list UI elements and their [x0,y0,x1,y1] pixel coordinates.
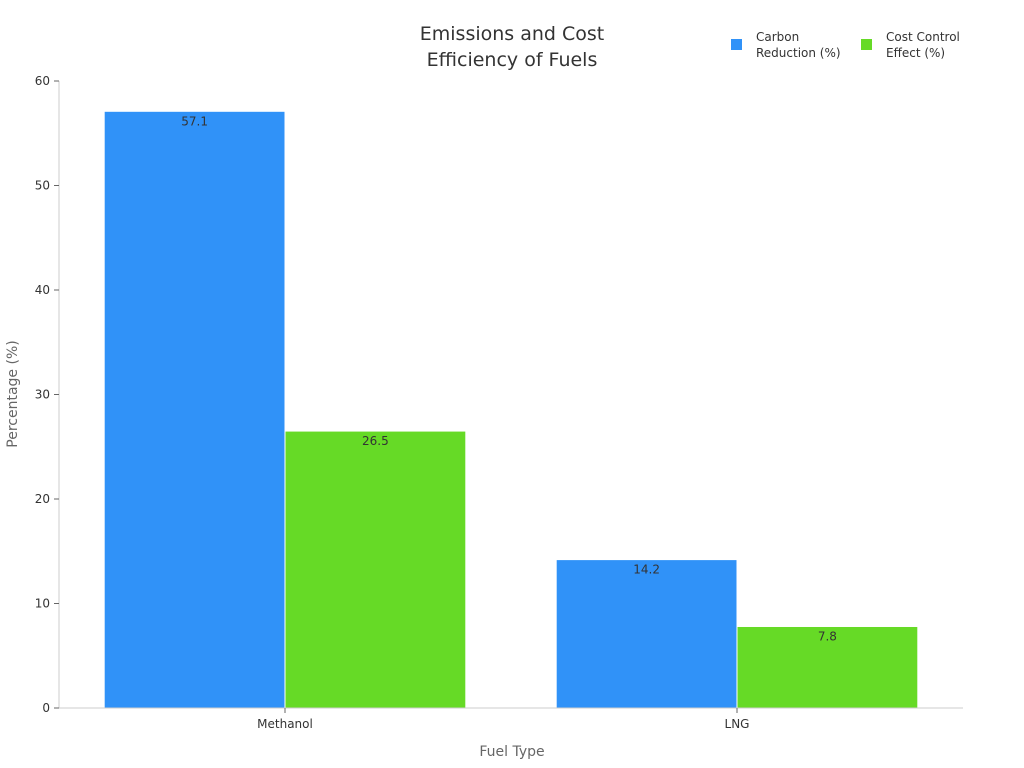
legend-label[interactable]: Effect (%) [886,46,945,60]
chart-title: Emissions and Cost Efficiency of Fuels [420,23,605,71]
x-axis: Methanol LNG [59,707,963,731]
data-labels: 57.1 14.2 26.5 7.8 [181,114,837,643]
x-axis-label: Fuel Type [479,744,544,760]
y-tick-label: 20 [35,492,50,506]
y-tick-label: 30 [35,388,50,402]
legend-label[interactable]: Cost Control [886,30,960,44]
bar-series-0-lng[interactable] [555,559,738,709]
bar-series-1-lng[interactable] [736,625,919,709]
data-label: 57.1 [181,114,208,128]
data-label: 26.5 [362,434,389,448]
legend-label[interactable]: Reduction (%) [756,46,841,60]
legend-swatch[interactable] [861,39,872,50]
x-tick-label: Methanol [257,717,313,731]
bars [103,110,919,709]
legend-swatch[interactable] [731,39,742,50]
y-tick-label: 60 [35,74,50,88]
chart-title-line-1: Emissions and Cost [420,23,605,45]
y-tick-label: 10 [35,597,50,611]
bar-series-1-methanol[interactable] [284,430,467,709]
y-tick-label: 40 [35,283,50,297]
y-axis: 0 10 20 30 40 50 60 [35,74,60,715]
legend-label[interactable]: Carbon [756,30,799,44]
chart-title-line-2: Efficiency of Fuels [427,49,598,71]
data-label: 7.8 [818,629,837,643]
legend: Carbon Reduction (%) Cost Control Effect (%… [731,30,960,60]
bar-series-0-methanol[interactable] [103,110,286,709]
x-tick-label: LNG [725,717,750,731]
y-axis-label: Percentage (%) [5,340,21,447]
data-label: 14.2 [633,563,660,577]
y-tick-label: 0 [42,701,50,715]
y-tick-label: 50 [35,179,50,193]
